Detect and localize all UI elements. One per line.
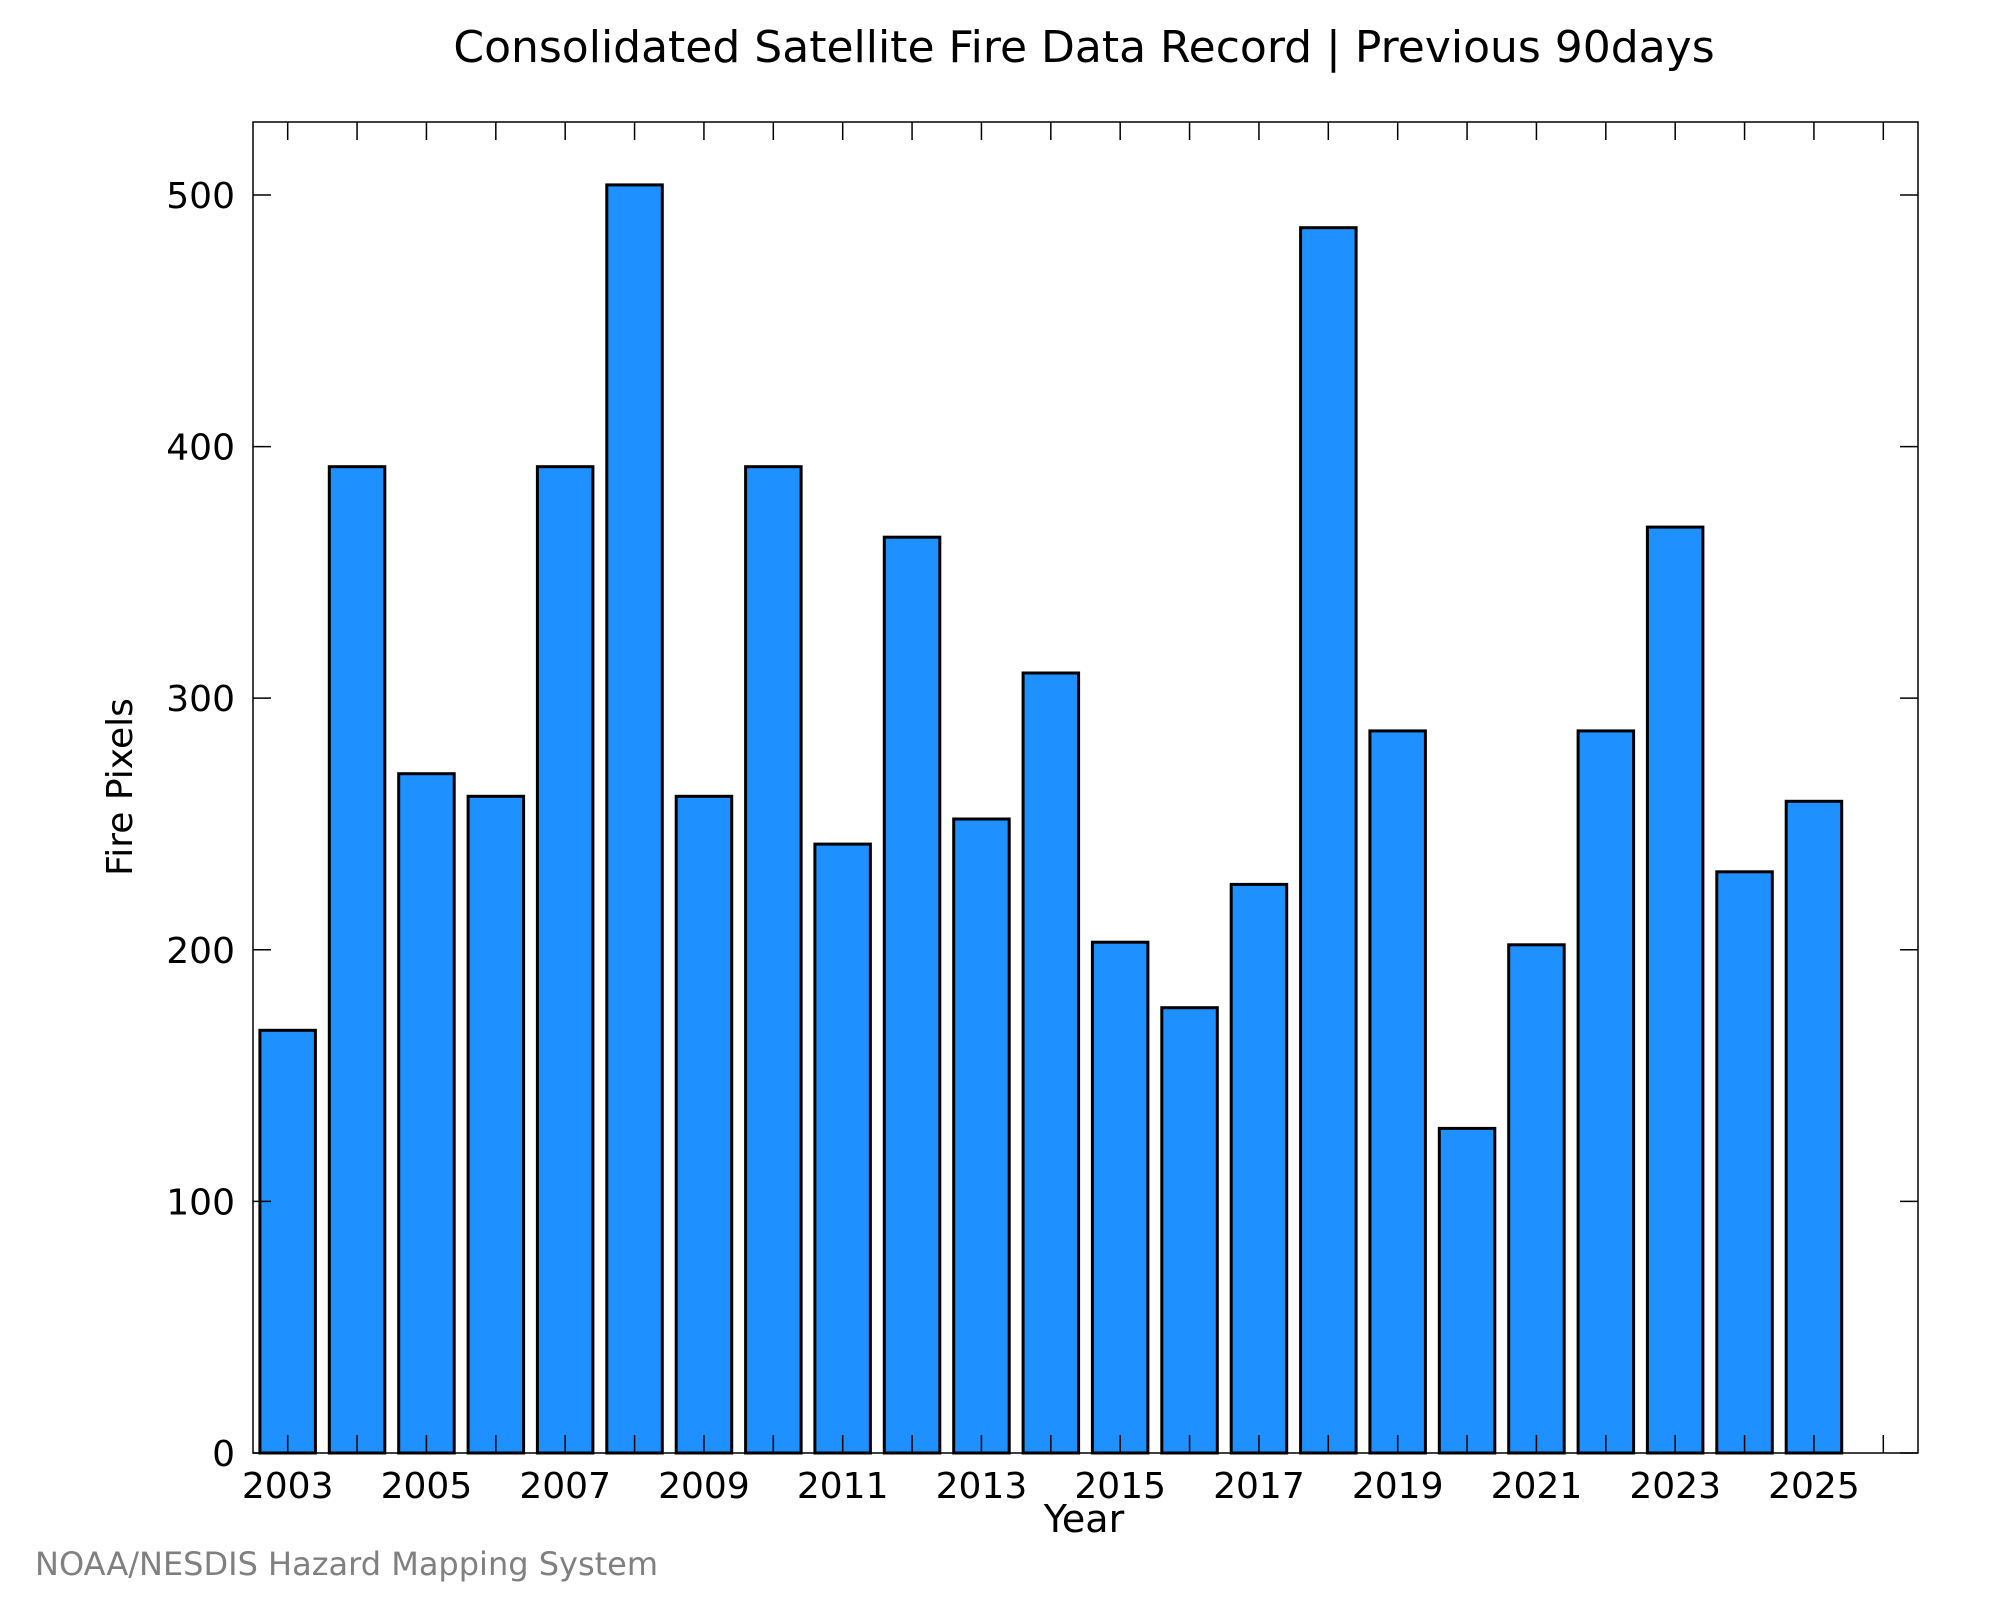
x-axis-label: Year <box>1043 1497 1125 1541</box>
y-tick-label: 100 <box>166 1182 235 1223</box>
bar-2013 <box>952 817 1011 1455</box>
x-tick-label: 2021 <box>1491 1466 1583 1507</box>
bar-2009 <box>674 794 734 1455</box>
bar-2014 <box>1021 671 1081 1455</box>
x-tick-label: 2017 <box>1213 1466 1305 1507</box>
bar-2007 <box>535 465 595 1455</box>
y-tick-label: 500 <box>166 176 235 217</box>
bar-2004 <box>327 465 387 1455</box>
y-tick-label: 400 <box>166 428 235 469</box>
bar-2003 <box>258 1028 317 1455</box>
bar-2011 <box>813 842 872 1455</box>
bar-2019 <box>1368 729 1427 1455</box>
bar-2021 <box>1507 943 1566 1455</box>
bar-2025 <box>1784 799 1844 1455</box>
x-tick-label: 2013 <box>936 1466 1028 1507</box>
plot-frame <box>252 121 1919 1454</box>
y-tick-label: 300 <box>166 679 235 720</box>
x-tick-labels: 2003 2005 2007 2009 2011 2013 2015 2017 2019 2021… <box>242 1466 1860 1507</box>
bars-group <box>258 183 1844 1455</box>
bar-2008 <box>605 183 664 1455</box>
bar-2022 <box>1576 729 1636 1455</box>
x-tick-label: 2009 <box>658 1466 750 1507</box>
x-tick-label: 2025 <box>1768 1466 1860 1507</box>
bar-2024 <box>1715 870 1774 1455</box>
x-tick-label: 2011 <box>797 1466 889 1507</box>
x-tick-label: 2015 <box>1074 1466 1166 1507</box>
bar-2015 <box>1090 940 1150 1455</box>
chart-title: Consolidated Satellite Fire Data Record … <box>453 22 1714 73</box>
ticks-group <box>253 122 1918 1454</box>
bar-2005 <box>397 772 456 1455</box>
x-tick-label: 2023 <box>1629 1466 1721 1507</box>
y-axis-label: Fire Pixels <box>100 698 141 876</box>
bar-2010 <box>744 465 803 1455</box>
x-tick-label: 2007 <box>519 1466 611 1507</box>
y-tick-labels: 0 100 200 300 400 500 <box>166 176 235 1475</box>
bar-2012 <box>882 535 942 1455</box>
bar-2017 <box>1229 882 1289 1455</box>
y-tick-label: 0 <box>212 1434 235 1475</box>
bar-2006 <box>466 794 526 1455</box>
x-tick-label: 2019 <box>1352 1466 1444 1507</box>
credit-text: NOAA/NESDIS Hazard Mapping System <box>35 1545 658 1583</box>
x-tick-label: 2005 <box>381 1466 473 1507</box>
bar-2023 <box>1645 525 1705 1455</box>
y-tick-label: 200 <box>166 931 235 972</box>
x-tick-label: 2003 <box>242 1466 334 1507</box>
bar-2020 <box>1437 1126 1497 1455</box>
bar-2016 <box>1160 1006 1219 1455</box>
bar-2018 <box>1299 226 1358 1455</box>
